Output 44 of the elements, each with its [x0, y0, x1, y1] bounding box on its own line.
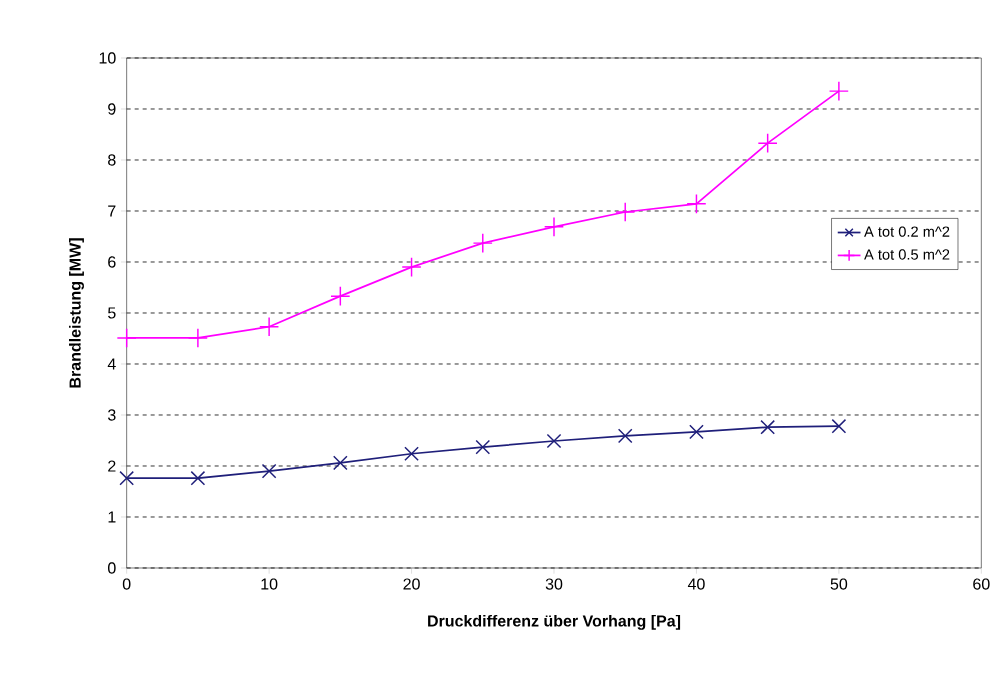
x-axis-title: Druckdifferenz über Vorhang [Pa]	[428, 614, 681, 630]
y-tick-label: 2	[108, 460, 116, 472]
y-tick-label: 3	[107, 409, 116, 421]
point	[330, 286, 351, 307]
legend-label: A tot 0.5 m^2	[864, 249, 950, 260]
point	[404, 446, 419, 462]
point	[190, 470, 206, 486]
point	[546, 433, 562, 449]
y-tick-label: 9	[108, 103, 116, 115]
x-tick-label: 60	[973, 578, 990, 590]
x-tick-label: 0	[122, 578, 131, 590]
point	[686, 193, 707, 214]
point	[831, 418, 847, 434]
point	[475, 439, 491, 455]
point	[760, 419, 776, 435]
y-tick-label: 1	[108, 511, 116, 523]
point	[333, 455, 348, 471]
point	[261, 463, 277, 479]
x-tick-label: 10	[261, 578, 278, 590]
point	[401, 257, 422, 278]
point	[187, 327, 208, 349]
y-tick-label: 8	[108, 154, 116, 166]
point	[472, 233, 493, 254]
point	[543, 216, 565, 237]
y-axis-title: Brandleistung [MW]	[69, 238, 84, 388]
x-tick-label: 20	[403, 578, 420, 590]
y-tick-label: 10	[99, 52, 116, 64]
point	[615, 201, 636, 223]
point	[116, 327, 137, 349]
point	[259, 316, 280, 337]
x-tick-label: 40	[687, 578, 705, 590]
y-tick-label: 5	[108, 307, 116, 319]
y-tick-label: 7	[108, 205, 116, 217]
point	[689, 424, 704, 440]
point	[757, 133, 778, 154]
legend-label: A tot 0.2 m^2	[864, 226, 950, 237]
y-tick-label: 0	[108, 562, 116, 574]
x-tick-label: 30	[545, 578, 563, 590]
point	[119, 470, 135, 486]
y-tick-label: 6	[108, 256, 116, 268]
y-tick-label: 4	[107, 358, 116, 370]
point	[828, 81, 849, 102]
x-tick-label: 50	[830, 578, 848, 590]
point	[617, 428, 633, 444]
